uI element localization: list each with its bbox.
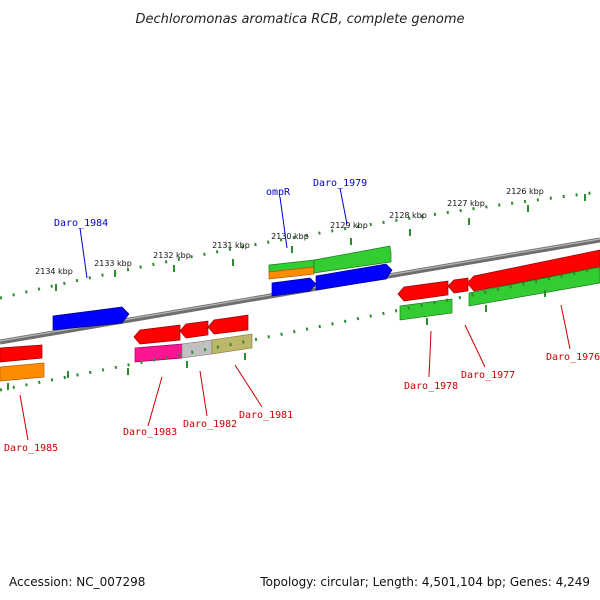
gene-label-daro-1984: Daro_1984 xyxy=(54,218,108,229)
gene-label-daro-1979: Daro_1979 xyxy=(313,178,367,189)
blue-forward-genes xyxy=(52,263,393,331)
kbp-label: 2131 kbp xyxy=(212,241,250,250)
gene-label-daro-1977: Daro_1977 xyxy=(461,370,515,381)
gene-label-daro-1976: Daro_1976 xyxy=(546,352,600,363)
gene-arrow-daro-1976 xyxy=(466,249,600,292)
kbp-label: 2126 kbp xyxy=(506,187,544,196)
gene-arrow-orange-lower xyxy=(0,362,45,382)
kbp-label: 2134 kbp xyxy=(35,267,73,276)
kbp-label: 2132 kbp xyxy=(153,251,191,260)
leader-daro-1985 xyxy=(19,394,29,441)
gene-arrow-daro-1977 xyxy=(447,277,469,294)
kbp-label: 2133 kbp xyxy=(94,259,132,268)
topology-text: Topology: circular; Length: 4,501,104 bp… xyxy=(259,575,590,589)
gene-arrow-grey xyxy=(181,339,213,359)
gene-label-daro-1981: Daro_1981 xyxy=(239,410,293,421)
kbp-label: 2130 kbp xyxy=(271,232,309,241)
leader-daro-1976 xyxy=(560,304,571,350)
kbp-label: 2129 kbp xyxy=(330,221,368,230)
lower-gene-labels: Daro_1985 Daro_1983 Daro_1982 Daro_1981 … xyxy=(4,304,600,454)
gene-arrow-green-daro-1978 xyxy=(399,298,453,321)
leader-daro-1978 xyxy=(428,330,432,378)
gene-arrow-daro-1978 xyxy=(397,280,449,302)
leader-daro-1984 xyxy=(79,227,88,279)
accession-text: Accession: NC_007298 xyxy=(9,575,145,589)
upper-strand-genes xyxy=(268,245,392,280)
gene-arrow-daro-1983 xyxy=(133,324,181,345)
gene-arrow-daro-1981 xyxy=(207,314,249,335)
gene-arrow-olive xyxy=(211,333,253,355)
lower-strand-genes xyxy=(0,266,600,382)
kbp-label: 2127 kbp xyxy=(447,199,485,208)
leader-daro-1983 xyxy=(147,376,163,427)
leader-daro-1982 xyxy=(199,370,208,417)
leader-daro-1977 xyxy=(464,324,486,368)
gene-arrow-daro-1982 xyxy=(179,320,209,339)
gene-arrow-magenta xyxy=(134,343,183,363)
genome-title: Dechloromonas aromatica RCB, complete ge… xyxy=(135,12,464,27)
leader-daro-1979 xyxy=(339,187,348,225)
kbp-label: 2128 kbp xyxy=(389,211,427,220)
gene-arrow-daro-1984 xyxy=(52,306,130,331)
leader-daro-1981 xyxy=(234,364,263,408)
gene-arrow-daro-1979 xyxy=(313,245,392,274)
inner-tick-track xyxy=(0,266,600,392)
gene-label-daro-1985: Daro_1985 xyxy=(4,443,58,454)
gene-label-daro-1983: Daro_1983 xyxy=(123,427,177,438)
leader-ompr xyxy=(279,196,288,249)
gene-label-daro-1978: Daro_1978 xyxy=(404,381,458,392)
gene-arrow-blue xyxy=(315,263,393,291)
gene-arrow-orange xyxy=(268,266,315,280)
gene-label-ompr: ompR xyxy=(266,187,291,198)
gene-label-daro-1982: Daro_1982 xyxy=(183,419,237,430)
outer-tick-track xyxy=(0,190,600,300)
gene-arrow-daro-1985 xyxy=(0,344,43,363)
upper-gene-labels: Daro_1984 ompR Daro_1979 xyxy=(54,178,367,279)
gene-arrow-green-daro-1976 xyxy=(468,266,600,307)
red-reverse-genes xyxy=(0,249,600,363)
kbp-labels: 2134 kbp 2133 kbp 2132 kbp 2131 kbp 2130… xyxy=(35,187,544,276)
gene-arrow-ompR xyxy=(271,277,317,297)
